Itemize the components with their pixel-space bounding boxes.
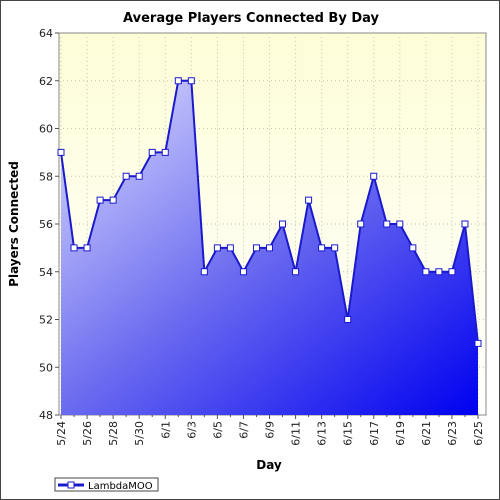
x-tick-label: 6/23 (446, 421, 459, 446)
y-tick-label: 50 (39, 361, 53, 374)
data-point (239, 268, 247, 276)
y-tick-label: 48 (39, 409, 53, 422)
y-tick-label: 62 (39, 75, 53, 88)
x-tick-label: 6/3 (185, 421, 198, 439)
x-tick-label: 6/7 (237, 421, 250, 439)
y-tick-label: 56 (39, 218, 53, 231)
y-axis-ticks: 48 50 52 54 56 58 60 62 64 (39, 27, 59, 422)
y-tick-label: 54 (39, 266, 53, 279)
data-point (187, 77, 195, 85)
data-point (161, 148, 169, 156)
data-point (213, 244, 221, 252)
y-tick-label: 58 (39, 170, 53, 183)
x-tick-label: 6/21 (420, 421, 433, 446)
x-tick-label: 5/24 (55, 421, 68, 446)
x-tick-label: 6/17 (368, 421, 381, 446)
x-tick-label: 6/9 (264, 421, 277, 439)
x-tick-label: 6/19 (394, 421, 407, 446)
data-point (331, 244, 339, 252)
data-point (96, 196, 104, 204)
data-point (148, 148, 156, 156)
data-point (122, 172, 130, 180)
data-point (70, 244, 78, 252)
x-tick-label: 6/11 (290, 421, 303, 446)
data-point (109, 196, 117, 204)
data-point (174, 77, 182, 85)
data-points (57, 77, 482, 347)
data-point (279, 220, 287, 228)
data-point (135, 172, 143, 180)
data-point (83, 244, 91, 252)
y-tick-label: 60 (39, 123, 53, 136)
x-tick-label: 6/15 (342, 421, 355, 446)
data-point (383, 220, 391, 228)
data-point (474, 339, 482, 347)
data-point (344, 316, 352, 323)
x-tick-label: 6/13 (316, 421, 329, 446)
legend-box (54, 477, 159, 492)
data-point (252, 244, 260, 252)
y-tick-label: 52 (39, 314, 53, 327)
x-tick-label: 6/25 (472, 421, 485, 446)
data-point (266, 244, 273, 252)
data-point (409, 244, 417, 252)
data-point (200, 268, 208, 276)
data-point (57, 148, 65, 156)
data-point (292, 268, 300, 276)
legend-marker (67, 481, 75, 489)
data-point (396, 220, 404, 228)
data-point (226, 244, 234, 252)
x-tick-label: 6/5 (211, 421, 224, 439)
legend: LambdaMOO (54, 477, 159, 492)
data-point (370, 172, 378, 180)
data-point (305, 196, 313, 204)
x-axis-label: Day (256, 458, 282, 472)
data-point (435, 268, 443, 276)
x-tick-label: 6/1 (159, 421, 172, 439)
legend-label: LambdaMOO (88, 481, 153, 492)
y-tick-label: 64 (39, 27, 53, 40)
chart-title: Average Players Connected By Day (123, 11, 379, 26)
data-point (318, 244, 326, 252)
x-tick-label: 5/26 (81, 421, 94, 446)
data-point (461, 220, 469, 228)
x-tick-label: 5/28 (107, 421, 120, 446)
x-tick-label: 5/30 (133, 421, 146, 446)
data-point (357, 220, 365, 228)
y-axis-label: Players Connected (7, 161, 21, 287)
data-point (422, 268, 430, 276)
data-point (448, 268, 456, 276)
x-axis-ticks: 5/24 5/26 5/28 5/30 6/1 6/3 6/5 6/7 6/9 6/11 6/13 6… (55, 415, 485, 446)
